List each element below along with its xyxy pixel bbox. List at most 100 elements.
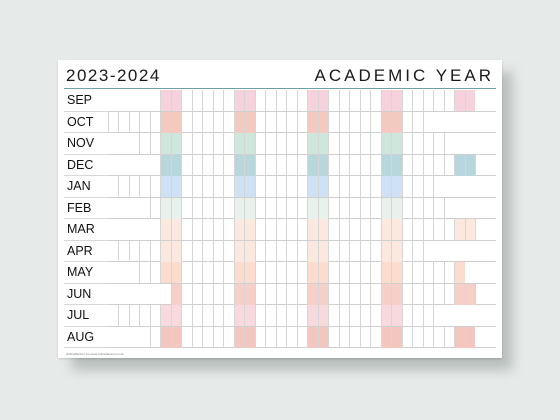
day-cell	[317, 305, 329, 326]
day-cell	[202, 283, 212, 305]
day-cell	[359, 219, 370, 240]
day-cell	[349, 154, 359, 176]
day-cell	[265, 240, 275, 262]
day-cell	[443, 154, 454, 176]
day-cell	[296, 176, 307, 197]
day-cell	[443, 262, 454, 283]
day-cell	[265, 262, 275, 283]
day-cell	[391, 90, 402, 111]
day-cell	[454, 283, 465, 305]
day-cell	[275, 154, 286, 176]
day-cell	[401, 133, 412, 154]
day-cell	[359, 176, 370, 197]
day-cell	[317, 176, 329, 197]
day-cell	[328, 305, 338, 326]
day-cell	[233, 197, 245, 219]
day-cell	[128, 111, 139, 133]
day-cell	[139, 133, 149, 154]
day-cell	[359, 305, 370, 326]
day-cell	[212, 262, 223, 283]
day-cell	[391, 305, 402, 326]
day-cell	[191, 240, 202, 262]
month-row	[108, 326, 496, 348]
day-cell	[412, 154, 422, 176]
day-cell	[328, 154, 338, 176]
day-cell	[412, 90, 422, 111]
day-cell	[464, 219, 476, 240]
day-cell	[370, 176, 380, 197]
day-cell	[181, 197, 191, 219]
day-cell	[149, 197, 160, 219]
day-cell	[380, 326, 392, 348]
day-cell	[328, 219, 338, 240]
day-cell	[307, 305, 318, 326]
day-cell	[422, 197, 433, 219]
day-cell	[317, 154, 329, 176]
day-cell	[223, 90, 233, 111]
day-cell	[370, 219, 380, 240]
day-cell	[359, 154, 370, 176]
day-cell	[191, 326, 202, 348]
day-cell	[191, 283, 202, 305]
day-cell	[275, 133, 286, 154]
month-row	[108, 154, 496, 176]
day-cell	[401, 240, 412, 262]
day-cell	[380, 154, 392, 176]
day-cell	[202, 154, 212, 176]
day-cell	[433, 176, 443, 197]
day-cell	[181, 240, 191, 262]
day-cell	[422, 240, 433, 262]
day-cell	[254, 176, 265, 197]
day-cell	[422, 111, 433, 133]
day-cell	[391, 154, 402, 176]
day-cell	[422, 305, 433, 326]
day-cell	[338, 90, 349, 111]
month-label-oct: OCT	[64, 112, 108, 133]
day-cell	[212, 305, 223, 326]
calendar-poster: 2023-2024 ACADEMIC YEAR SEP OCT NOV DEC …	[58, 60, 502, 358]
day-cell	[433, 262, 443, 283]
day-cell	[191, 111, 202, 133]
day-cell	[275, 305, 286, 326]
day-cell	[401, 154, 412, 176]
day-cell	[412, 262, 422, 283]
day-cell	[433, 133, 443, 154]
day-cell	[254, 262, 265, 283]
day-cell	[349, 262, 359, 283]
day-cell	[160, 326, 171, 348]
day-cell	[181, 90, 191, 111]
day-cell	[338, 176, 349, 197]
day-cell	[202, 305, 212, 326]
day-cell	[307, 111, 318, 133]
day-cell	[370, 154, 380, 176]
day-cell	[370, 262, 380, 283]
day-cell	[296, 219, 307, 240]
day-cell	[391, 111, 402, 133]
month-label-feb: FEB	[64, 198, 108, 219]
day-cell	[233, 326, 245, 348]
day-cell	[223, 283, 233, 305]
day-cell	[370, 305, 380, 326]
day-cell	[202, 90, 212, 111]
day-cell	[412, 111, 422, 133]
day-cell	[391, 133, 402, 154]
day-cell	[160, 219, 171, 240]
day-cell	[170, 111, 182, 133]
day-cell	[475, 283, 485, 305]
day-cell	[160, 111, 171, 133]
month-label-may: MAY	[64, 262, 108, 284]
day-cell	[139, 176, 149, 197]
day-cell	[181, 133, 191, 154]
day-cell	[275, 176, 286, 197]
day-cell	[275, 326, 286, 348]
day-cell	[212, 219, 223, 240]
day-cell	[307, 90, 318, 111]
day-cell	[254, 283, 265, 305]
day-cell	[244, 197, 255, 219]
day-cell	[254, 154, 265, 176]
day-cell	[275, 262, 286, 283]
day-cell	[328, 326, 338, 348]
day-cell	[244, 111, 255, 133]
day-cell	[349, 283, 359, 305]
day-cell	[244, 240, 255, 262]
